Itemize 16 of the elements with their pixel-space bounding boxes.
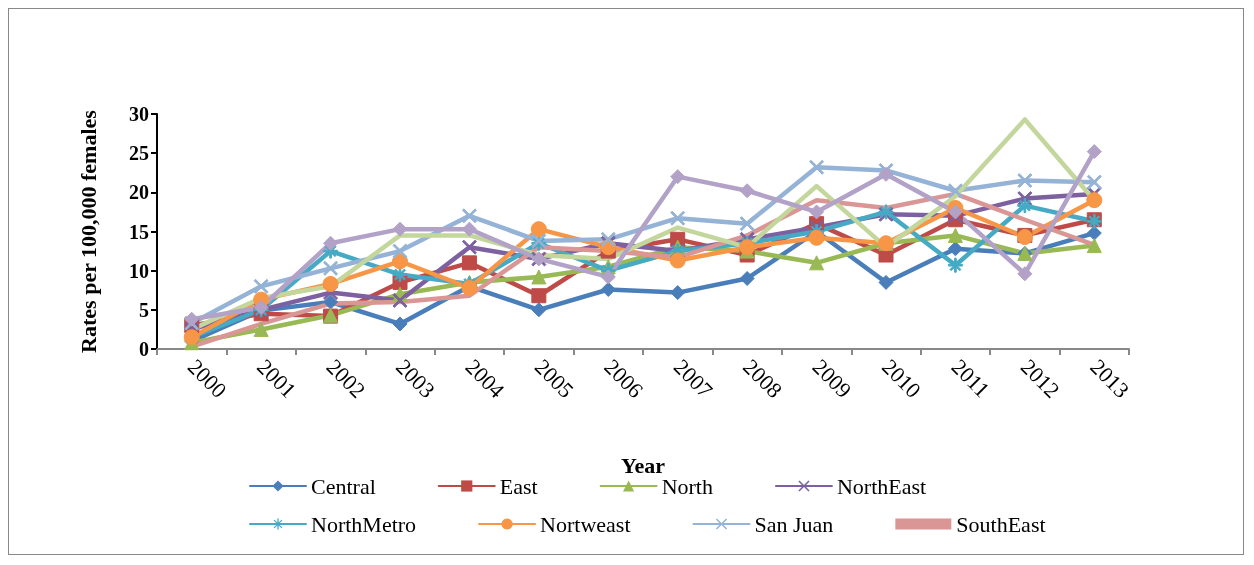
legend-label: NorthEast bbox=[836, 473, 927, 499]
legend-label: Central bbox=[311, 473, 376, 499]
y-tick-label: 5 bbox=[139, 298, 149, 321]
y-axis-title: Rates per 100,000 females bbox=[75, 109, 101, 353]
legend-label: SouthEast bbox=[956, 511, 1046, 537]
legend-label: East bbox=[499, 473, 538, 499]
y-tick-label: 20 bbox=[129, 181, 149, 204]
y-tick-label: 30 bbox=[129, 103, 149, 125]
y-tick-label: 25 bbox=[129, 142, 149, 165]
legend-label: NorthMetro bbox=[311, 511, 417, 537]
y-tick-label: 10 bbox=[129, 259, 149, 282]
x-tick-label: 2007 bbox=[668, 354, 718, 403]
y-tick-label: 15 bbox=[129, 220, 149, 243]
y-tick-label: 0 bbox=[139, 338, 149, 360]
legend-label: Nortweast bbox=[540, 511, 631, 537]
legend-label: San Juan bbox=[754, 511, 834, 537]
